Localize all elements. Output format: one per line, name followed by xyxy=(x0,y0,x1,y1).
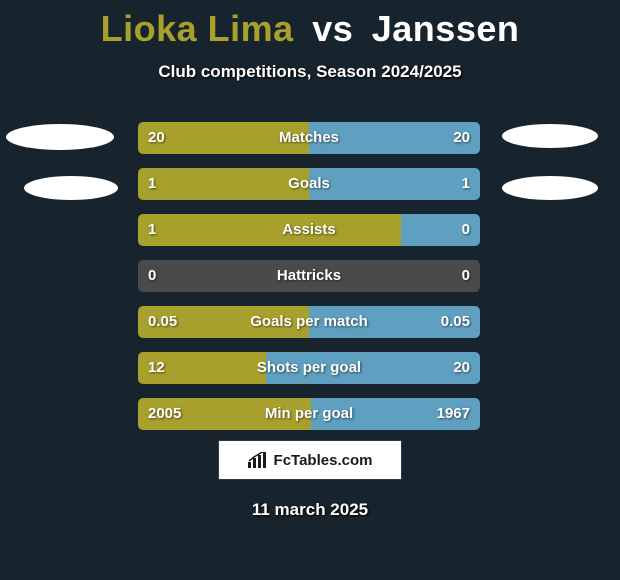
stat-row: 20051967Min per goal xyxy=(138,398,480,430)
stat-label: Min per goal xyxy=(138,398,480,430)
vs-label: vs xyxy=(312,8,353,49)
stat-label: Goals xyxy=(138,168,480,200)
stat-bars-container: 2020Matches 11Goals 10Assists 00Hattricks 0.… xyxy=(138,122,480,444)
stat-label: Hattricks xyxy=(138,260,480,292)
comparison-title: Lioka Lima vs Janssen xyxy=(0,0,620,50)
player1-name: Lioka Lima xyxy=(101,8,294,49)
stat-row: 11Goals xyxy=(138,168,480,200)
player2-badge-placeholder-1 xyxy=(502,124,598,148)
stat-label: Matches xyxy=(138,122,480,154)
player1-badge-placeholder-1 xyxy=(6,124,114,150)
branding-badge: FcTables.com xyxy=(218,440,402,480)
stat-row: 10Assists xyxy=(138,214,480,246)
stat-row: 1220Shots per goal xyxy=(138,352,480,384)
player1-badge-placeholder-2 xyxy=(24,176,118,200)
subtitle: Club competitions, Season 2024/2025 xyxy=(0,62,620,82)
stat-row: 2020Matches xyxy=(138,122,480,154)
stat-label: Goals per match xyxy=(138,306,480,338)
chart-icon xyxy=(248,452,268,468)
stat-row: 0.050.05Goals per match xyxy=(138,306,480,338)
stat-label: Assists xyxy=(138,214,480,246)
date-label: 11 march 2025 xyxy=(0,500,620,520)
player2-badge-placeholder-2 xyxy=(502,176,598,200)
branding-text: FcTables.com xyxy=(274,452,373,469)
stat-label: Shots per goal xyxy=(138,352,480,384)
player2-name: Janssen xyxy=(372,8,520,49)
stat-row: 00Hattricks xyxy=(138,260,480,292)
